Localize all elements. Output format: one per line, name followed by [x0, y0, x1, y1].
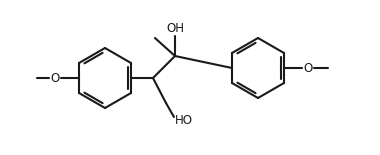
- Text: O: O: [303, 62, 313, 75]
- Text: HO: HO: [175, 115, 193, 128]
- Text: O: O: [51, 71, 60, 84]
- Text: OH: OH: [166, 22, 184, 35]
